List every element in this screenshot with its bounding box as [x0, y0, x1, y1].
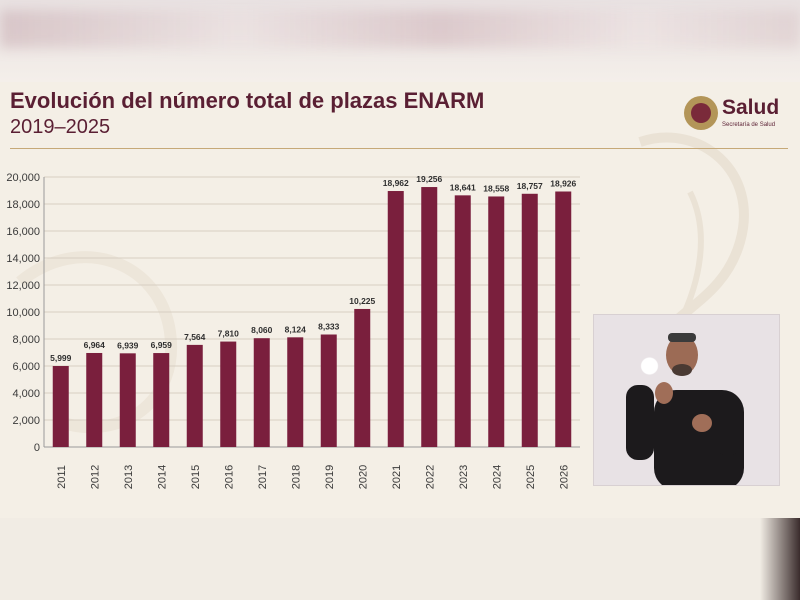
y-tick-label: 18,000: [6, 199, 40, 211]
bar: [454, 195, 471, 447]
bar: [488, 196, 505, 447]
y-tick-label: 0: [34, 442, 40, 454]
data-label: 6,939: [117, 340, 139, 350]
data-label: 6,964: [84, 340, 106, 350]
sign-language-interpreter-window: [593, 314, 780, 486]
sign-language-interpreter-icon: [626, 333, 744, 485]
data-label: 7,564: [184, 332, 206, 342]
y-tick-label: 8,000: [12, 334, 40, 346]
bar: [186, 344, 203, 447]
data-label: 5,999: [50, 353, 72, 363]
data-label: 18,926: [550, 178, 576, 188]
data-label: 18,962: [383, 178, 409, 188]
x-tick-label: 2012: [89, 465, 101, 489]
y-tick-label: 12,000: [6, 280, 40, 292]
blurred-header-band: [0, 0, 800, 82]
bar: [521, 193, 538, 447]
data-label: 10,225: [349, 296, 375, 306]
data-label: 18,641: [450, 182, 476, 192]
x-tick-label: 2020: [357, 465, 369, 489]
logo-text: Salud: [722, 96, 780, 119]
x-tick-label: 2026: [558, 465, 570, 489]
slide-subtitle: 2019–2025: [10, 116, 111, 138]
y-tick-label: 6,000: [12, 361, 40, 373]
bar: [387, 191, 404, 447]
logo-subtext: Secretaría de Salud: [722, 122, 776, 128]
x-tick-label: 2014: [156, 465, 168, 489]
coat-of-arms-icon: [684, 96, 718, 130]
salud-logo: Salud Secretaría de Salud: [684, 96, 794, 136]
bar: [287, 337, 304, 447]
slide-title: Evolución del número total de plazas ENA…: [10, 88, 485, 113]
x-tick-label: 2022: [424, 465, 436, 489]
y-tick-label: 10,000: [6, 307, 40, 319]
x-tick-label: 2024: [491, 465, 503, 489]
bar: [153, 353, 170, 447]
y-tick-label: 2,000: [12, 415, 40, 427]
data-label: 8,060: [251, 325, 273, 335]
bar: [555, 191, 572, 447]
bar: [421, 187, 438, 447]
bar: [52, 366, 69, 447]
bar: [253, 338, 270, 447]
bar: [220, 341, 237, 447]
x-tick-label: 2019: [324, 465, 336, 489]
data-label: 7,810: [218, 329, 240, 339]
bar: [119, 353, 136, 447]
data-label: 19,256: [416, 174, 442, 184]
y-tick-label: 14,000: [6, 253, 40, 265]
y-tick-label: 4,000: [12, 388, 40, 400]
data-label: 8,333: [318, 322, 340, 332]
x-tick-label: 2013: [123, 465, 135, 489]
y-tick-label: 20,000: [6, 172, 40, 184]
data-label: 18,757: [517, 181, 543, 191]
x-tick-label: 2023: [458, 465, 470, 489]
y-tick-label: 16,000: [6, 226, 40, 238]
data-label: 8,124: [285, 324, 307, 334]
x-tick-label: 2011: [56, 465, 68, 489]
data-label: 6,959: [151, 340, 173, 350]
x-tick-label: 2015: [190, 465, 202, 489]
x-tick-label: 2025: [525, 465, 537, 489]
data-label: 18,558: [483, 183, 509, 193]
x-tick-label: 2021: [391, 465, 403, 489]
title-divider: [10, 148, 788, 149]
x-tick-label: 2016: [223, 465, 235, 489]
x-tick-label: 2017: [257, 465, 269, 489]
lower-band: [0, 518, 800, 600]
bar: [86, 352, 103, 447]
bar: [320, 334, 337, 447]
bar: [354, 308, 371, 447]
x-tick-label: 2018: [290, 465, 302, 489]
